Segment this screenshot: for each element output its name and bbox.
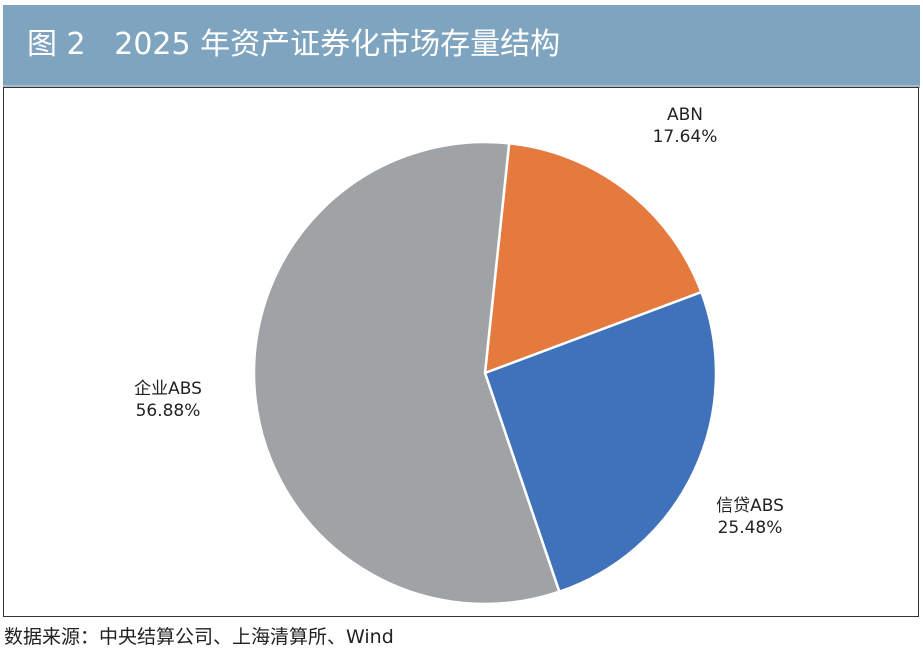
pie-slice-0 xyxy=(483,141,703,375)
slice-label: ABN xyxy=(666,105,703,125)
slice-label: 信贷ABS xyxy=(716,496,784,516)
pie-slice-1 xyxy=(483,290,718,594)
label-abn: ABN 17.64% xyxy=(640,104,730,148)
slice-value: 56.88% xyxy=(135,401,201,421)
chart-title: 图 2 2025 年资产证券化市场存量结构 xyxy=(27,27,561,62)
slice-value: 17.64% xyxy=(652,127,718,147)
slice-label: 企业ABS xyxy=(134,379,202,399)
label-corporate-abs: 企业ABS 56.88% xyxy=(118,378,218,422)
slice-value: 25.48% xyxy=(717,518,783,538)
pie-slice-2 xyxy=(252,140,561,606)
source-note: 数据来源：中央结算公司、上海清算所、Wind xyxy=(4,626,394,648)
chart-frame xyxy=(3,87,919,617)
label-credit-abs: 信贷ABS 25.48% xyxy=(700,495,800,539)
title-bar: 图 2 2025 年资产证券化市场存量结构 xyxy=(3,5,920,88)
